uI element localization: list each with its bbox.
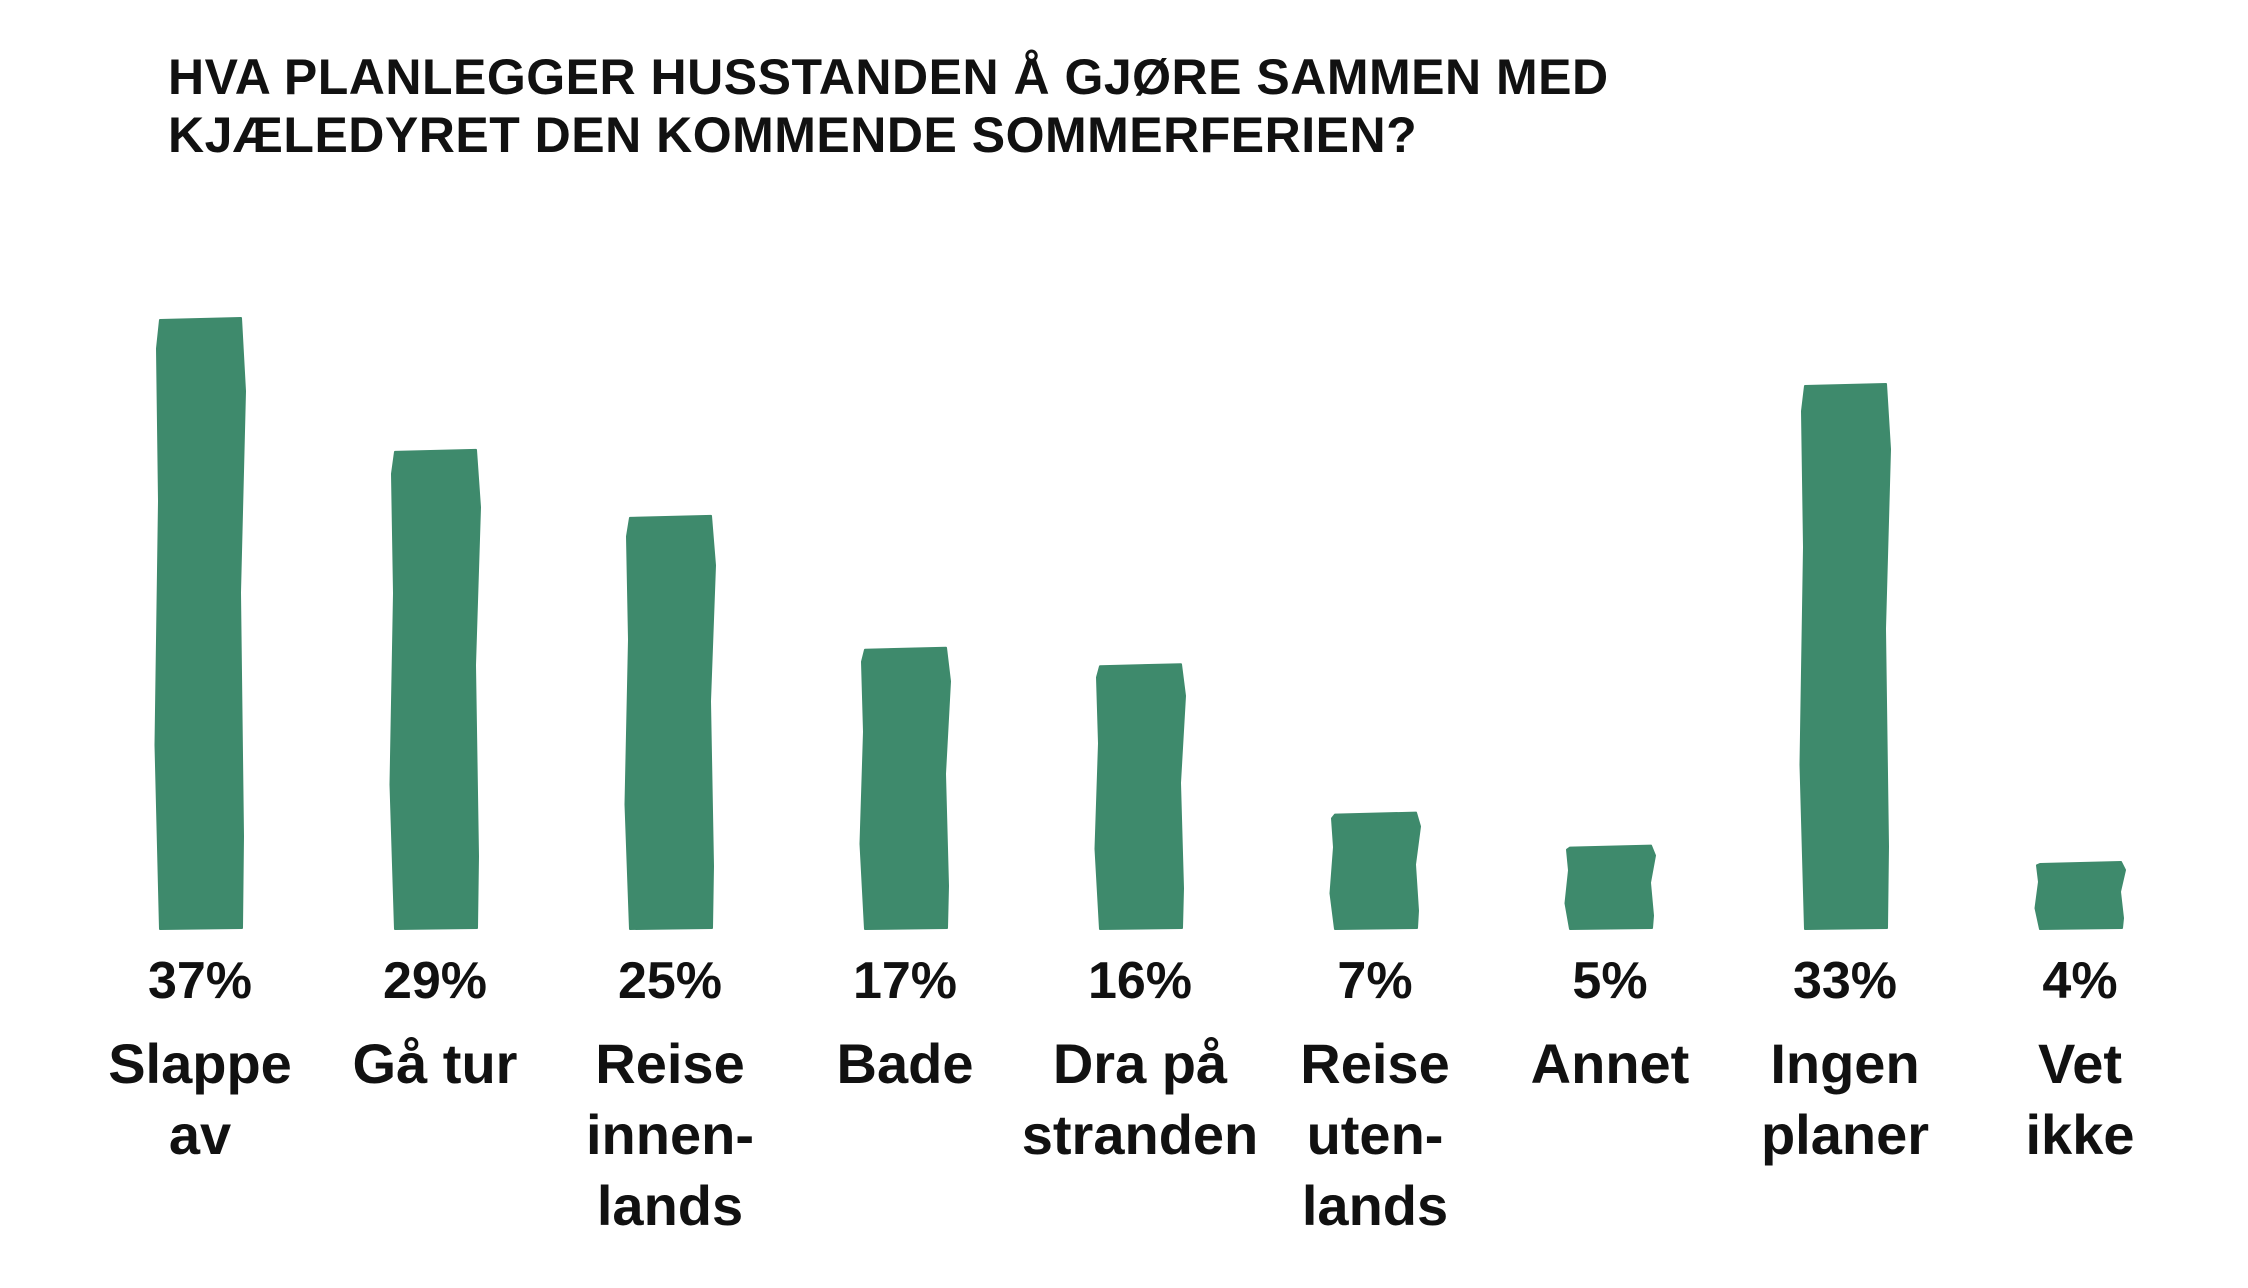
category-label: Annet xyxy=(1531,1032,1690,1095)
category-label: innen- xyxy=(586,1103,754,1166)
bar-value-label: 37% xyxy=(148,952,252,1010)
bar-value-label: 5% xyxy=(1572,952,1647,1010)
bar xyxy=(1094,663,1186,930)
category-label: stranden xyxy=(1022,1103,1259,1166)
category-label: Reise xyxy=(595,1032,744,1095)
category-label: Ingen xyxy=(1770,1032,1919,1095)
chart-title-line-2: KJÆLEDYRET DEN KOMMENDE SOMMERFERIEN? xyxy=(168,107,1418,163)
category-label: Reise xyxy=(1300,1032,1449,1095)
category-label: Slappe xyxy=(108,1032,292,1095)
bar-value-label: 29% xyxy=(383,952,487,1010)
category-label: Bade xyxy=(837,1032,974,1095)
category-label: lands xyxy=(1302,1174,1448,1237)
bar xyxy=(1564,844,1656,930)
bar xyxy=(389,448,481,930)
category-label: Gå tur xyxy=(353,1032,518,1095)
category-label: av xyxy=(169,1103,231,1166)
category-label: lands xyxy=(597,1174,743,1237)
bar-value-label: 16% xyxy=(1088,952,1192,1010)
bar xyxy=(154,317,246,930)
bar xyxy=(1799,382,1891,930)
category-label: ikke xyxy=(2026,1103,2135,1166)
category-label: Vet xyxy=(2038,1032,2122,1095)
category-label: Dra på xyxy=(1053,1032,1228,1095)
chart-title: HVA PLANLEGGER HUSSTANDEN Å GJØRE SAMMEN… xyxy=(168,48,2068,164)
bar-value-label: 4% xyxy=(2042,952,2117,1010)
category-label: uten- xyxy=(1307,1103,1444,1166)
bar-value-label: 33% xyxy=(1793,952,1897,1010)
bar-value-label: 25% xyxy=(618,952,722,1010)
bar-value-label: 7% xyxy=(1337,952,1412,1010)
bar xyxy=(859,646,951,930)
category-label: planer xyxy=(1761,1103,1929,1166)
bar xyxy=(2034,861,2126,930)
chart-title-line-1: HVA PLANLEGGER HUSSTANDEN Å GJØRE SAMMEN… xyxy=(168,49,1609,105)
bar-value-label: 17% xyxy=(853,952,957,1010)
bar xyxy=(624,514,716,930)
bar xyxy=(1329,811,1421,930)
